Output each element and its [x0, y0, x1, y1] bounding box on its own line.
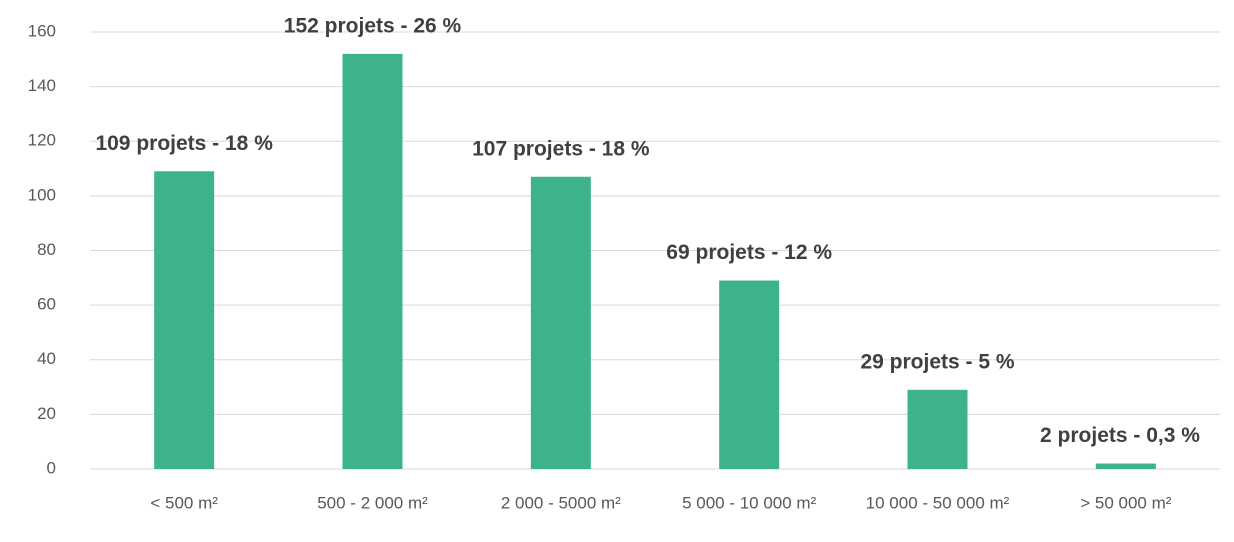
bar	[1095, 463, 1156, 469]
data-label: 2 projets - 0,3 %	[1040, 424, 1200, 447]
y-tick-label: 80	[37, 240, 56, 259]
x-tick-label: 500 - 2 000 m²	[317, 493, 428, 512]
y-tick-label: 100	[28, 185, 56, 204]
y-tick-label: 120	[28, 131, 56, 150]
y-tick-label: 160	[28, 21, 56, 40]
data-label: 29 projets - 5 %	[860, 350, 1014, 373]
bar	[530, 176, 591, 469]
data-label: 107 projets - 18 %	[472, 137, 650, 160]
x-tick-label: 2 000 - 5000 m²	[501, 493, 621, 512]
y-tick-label: 20	[37, 404, 56, 423]
y-tick-label: 40	[37, 349, 56, 368]
data-label: 152 projets - 26 %	[284, 14, 462, 37]
data-label: 69 projets - 12 %	[666, 241, 832, 264]
y-tick-label: 60	[37, 295, 56, 314]
y-tick-label: 140	[28, 76, 56, 95]
x-tick-label: 5 000 - 10 000 m²	[682, 493, 817, 512]
y-tick-label: 0	[47, 458, 56, 477]
bar	[719, 280, 780, 469]
bar	[342, 53, 403, 469]
x-tick-label: < 500 m²	[150, 493, 218, 512]
bar	[907, 389, 968, 469]
x-tick-label: 10 000 - 50 000 m²	[866, 493, 1010, 512]
x-tick-label: > 50 000 m²	[1080, 493, 1172, 512]
data-label: 109 projets - 18 %	[95, 132, 273, 155]
bar	[154, 171, 215, 469]
